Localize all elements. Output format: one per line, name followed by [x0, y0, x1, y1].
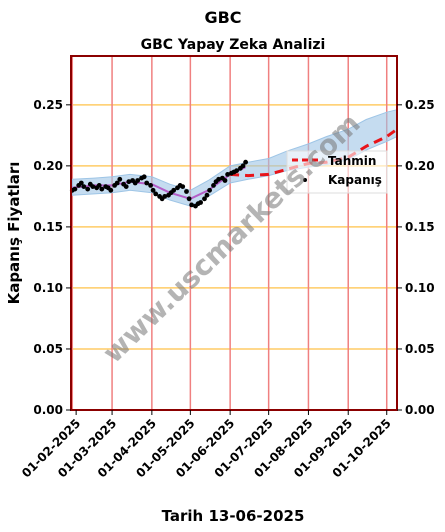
close-point-57: [240, 163, 246, 169]
close-point-39: [186, 196, 192, 202]
close-point-26: [148, 183, 154, 188]
legend-close-label: Kapanış: [328, 173, 382, 187]
y-tick-label-left-5: 0.25: [33, 98, 63, 112]
close-point-43: [198, 200, 204, 205]
close-point-3: [78, 180, 84, 186]
close-point-49: [216, 176, 222, 182]
close-point-15: [114, 180, 120, 186]
close-point-1: [72, 186, 78, 192]
y-tick-label-right-4: 0.20: [405, 159, 435, 173]
smoothed-trend-line: [72, 166, 247, 200]
smoothed-trend-path: [72, 166, 247, 200]
close-point-4: [81, 184, 87, 190]
close-point-31: [162, 194, 168, 199]
close-point-28: [153, 191, 159, 197]
close-point-7: [90, 184, 96, 190]
close-point-45: [204, 192, 210, 198]
legend-box: [286, 150, 388, 194]
plot-frame: [70, 55, 398, 411]
y-tick-label-left-4: 0.20: [33, 159, 63, 173]
y-tick-label-right-1: 0.05: [405, 342, 435, 356]
close-point-34: [171, 187, 177, 193]
close-point-25: [144, 180, 150, 186]
y-tick-label-left-0: 0.00: [33, 403, 63, 417]
close-point-58: [243, 159, 249, 165]
close-point-44: [202, 196, 207, 202]
forecast-line: [230, 127, 398, 178]
legend-close-swatch: [303, 178, 307, 182]
close-point-24: [141, 174, 147, 180]
close-point-22: [135, 178, 141, 183]
close-point-40: [189, 202, 195, 208]
close-point-47: [211, 183, 216, 188]
close-price-points: [69, 159, 249, 209]
y-axis-right-ticks: 0.00 0.05 0.10 0.15 0.20 0.25: [397, 98, 435, 417]
close-point-52: [225, 172, 231, 177]
y-tick-label-left-3: 0.15: [33, 220, 63, 234]
close-point-5: [85, 186, 91, 192]
close-point-55: [234, 168, 240, 174]
vertical-marker-lines: [71, 56, 388, 410]
y-tick-label-right-3: 0.15: [405, 220, 435, 234]
y-tick-label-right-2: 0.10: [405, 281, 435, 295]
close-point-37: [180, 184, 186, 190]
close-point-9: [96, 183, 102, 188]
y-tick-label-left-1: 0.05: [33, 342, 63, 356]
close-point-51: [222, 178, 228, 183]
close-point-16: [117, 176, 123, 182]
y-tick-label-right-0: 0.00: [405, 403, 435, 417]
y-axis-label: Kapanış Fiyatları: [5, 162, 23, 305]
forecast-dashed-path: [230, 127, 398, 178]
chart-suptitle: GBC: [204, 8, 241, 27]
legend-forecast-label: Tahmin: [328, 154, 376, 168]
x-axis-ticks: 01-02-202501-03-202501-04-202501-05-2025…: [19, 410, 394, 480]
close-point-13: [108, 187, 114, 193]
x-axis-label: Tarih 13-06-2025: [162, 507, 305, 525]
close-point-18: [123, 184, 129, 190]
close-point-46: [207, 187, 213, 193]
close-point-38: [184, 189, 189, 194]
chart-legend: Tahmin Kapanış: [286, 150, 388, 194]
close-point-10: [99, 186, 105, 192]
y-axis-left-ticks: 0.00 0.05 0.10 0.15 0.20 0.25: [33, 98, 71, 417]
close-point-27: [150, 187, 156, 193]
close-point-19: [126, 179, 132, 185]
y-tick-label-left-2: 0.10: [33, 281, 63, 295]
watermark: www.uscmarkets.com: [96, 107, 366, 370]
chart-title: GBC Yapay Zeka Analizi: [141, 37, 326, 53]
y-tick-label-right-5: 0.25: [405, 98, 435, 112]
